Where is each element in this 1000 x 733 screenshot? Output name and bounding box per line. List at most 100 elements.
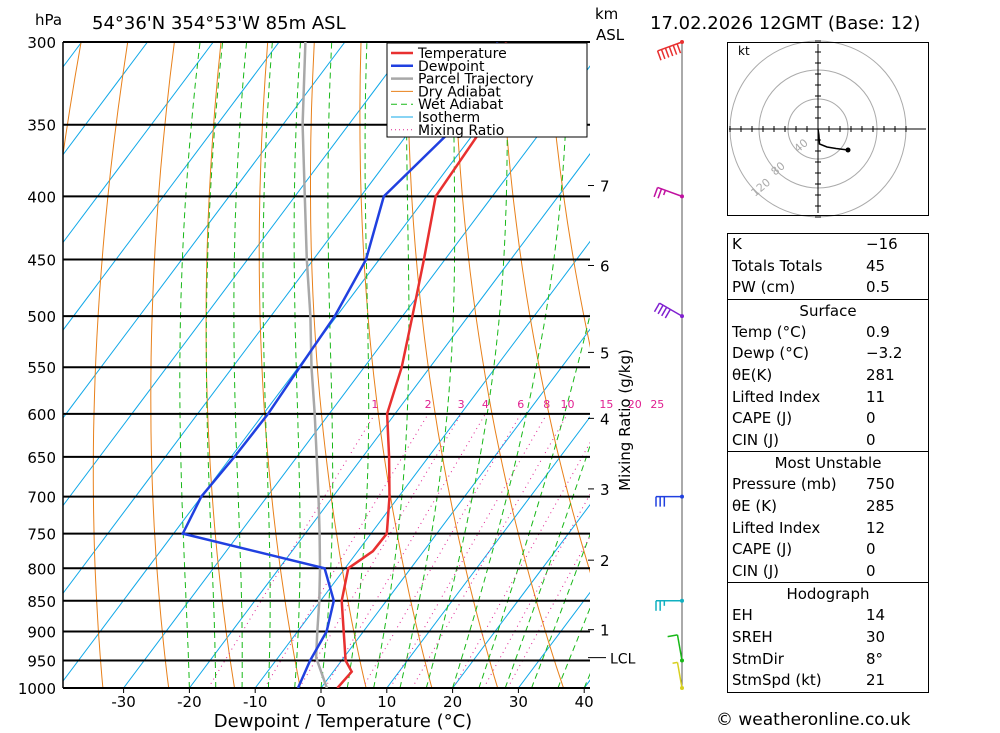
legend-box bbox=[386, 42, 588, 138]
mixing-ratio-label: 10 bbox=[561, 398, 575, 411]
wet-adiabat-line bbox=[205, 42, 224, 688]
legend-entry: Temperature bbox=[417, 46, 507, 62]
mu-theta-row: θE (K) 285 bbox=[732, 496, 895, 515]
pressure-tick-label: 350 bbox=[27, 117, 56, 135]
barb-dot bbox=[680, 598, 684, 603]
wet-adiabat-line bbox=[504, 444, 590, 688]
indices-table: K −16 Totals Totals 45 PW (cm) 0.5 Surface … bbox=[727, 233, 929, 693]
pressure-tick-label: 1000 bbox=[18, 680, 56, 698]
dewpoint-line bbox=[180, 42, 499, 688]
dry-adiabat-line bbox=[921, 42, 1000, 688]
wind-barbs bbox=[653, 40, 684, 690]
wind-barb bbox=[672, 661, 684, 690]
barb-feather bbox=[653, 187, 659, 198]
barb-feather bbox=[672, 44, 678, 55]
pressure-tick-label: 600 bbox=[27, 406, 56, 424]
axis-labels: 1 2 3 4 6 8 10 15 20 2530035040045050055060065070… bbox=[18, 34, 665, 711]
dry-adiabat-line bbox=[150, 42, 175, 688]
isotherm-line bbox=[63, 42, 412, 507]
surface-dewp-row: Dewp (°C) −3.2 bbox=[732, 344, 903, 363]
temperature-line bbox=[336, 42, 508, 688]
pressure-tick-label: 550 bbox=[27, 359, 56, 377]
pressure-tick-label: 700 bbox=[27, 489, 56, 507]
legend-entry: Wet Adiabat bbox=[418, 97, 504, 113]
hodograph-trace bbox=[817, 128, 849, 151]
x-tick-label: 10 bbox=[377, 693, 396, 711]
isotherm-line bbox=[63, 42, 477, 595]
isotherm-line bbox=[63, 42, 148, 156]
wind-barb bbox=[653, 302, 684, 319]
barb-feather bbox=[662, 190, 667, 196]
hodograph-box bbox=[727, 42, 929, 216]
datetime-title: 17.02.2026 12GMT (Base: 12) bbox=[650, 13, 920, 34]
dry-adiabat-line bbox=[258, 42, 301, 688]
stmdir-row: StmDir 8° bbox=[732, 649, 884, 668]
barb-feather bbox=[676, 43, 682, 54]
barb-shaft bbox=[676, 662, 683, 689]
wind-barb bbox=[667, 634, 684, 663]
x-tick-label: 0 bbox=[316, 693, 326, 711]
barb-dot bbox=[680, 314, 684, 319]
barb-feather bbox=[664, 47, 670, 58]
x-tick-label: 40 bbox=[575, 693, 594, 711]
km-tick-label: 2 bbox=[600, 552, 610, 570]
copyright-text[interactable]: © weatheronline.co.uk bbox=[716, 710, 911, 730]
mu-li-row: Lifted Index 12 bbox=[732, 518, 886, 537]
barb-dot bbox=[680, 658, 684, 663]
mixing-ratio-line bbox=[264, 413, 429, 688]
x-tick-label: -30 bbox=[111, 693, 136, 711]
barb-dot bbox=[680, 494, 684, 499]
pw-row: PW (cm) 0.5 bbox=[732, 278, 890, 297]
legend-entry: Parcel Trajectory bbox=[418, 72, 534, 88]
isotherm-line bbox=[452, 503, 590, 688]
pressure-tick-label: 650 bbox=[27, 449, 56, 467]
legend-entry: Dewpoint bbox=[418, 59, 485, 75]
location-title: 54°36'N 354°53'W 85m ASL bbox=[92, 13, 346, 34]
wind-barb bbox=[655, 598, 684, 611]
surface-temp-row: Temp (°C) 0.9 bbox=[732, 322, 890, 341]
wind-barb bbox=[655, 494, 684, 507]
dry-adiabat-line bbox=[967, 42, 1000, 688]
wet-adiabat-line bbox=[179, 42, 201, 688]
isobar-lines bbox=[62, 41, 606, 693]
asl-label: ASL bbox=[596, 26, 625, 44]
dry-adiabat-line bbox=[205, 42, 235, 688]
mixing-ratio-label: 8 bbox=[543, 398, 550, 411]
surface-li-row: Lifted Index 11 bbox=[732, 387, 886, 406]
barb-feather bbox=[660, 49, 666, 60]
totals-totals-row: Totals Totals 45 bbox=[732, 256, 886, 275]
eh-row: EH 14 bbox=[732, 606, 886, 625]
barb-feather bbox=[653, 302, 661, 313]
mixing-ratio-line bbox=[507, 535, 590, 688]
barb-dot bbox=[680, 40, 684, 44]
km-tick-label: 4 bbox=[600, 410, 610, 428]
isotherm-line bbox=[386, 416, 590, 688]
barb-feather bbox=[657, 188, 663, 199]
mixing-ratio-label: 2 bbox=[425, 398, 432, 411]
x-tick-label: 30 bbox=[509, 693, 528, 711]
mixing-ratio-label: 25 bbox=[650, 398, 664, 411]
barb-feather bbox=[668, 46, 674, 57]
mixing-ratio-label: 6 bbox=[517, 398, 524, 411]
isotherm-line bbox=[63, 42, 346, 419]
mixing-ratio-label: 15 bbox=[599, 398, 613, 411]
pressure-tick-label: 750 bbox=[27, 526, 56, 544]
x-tick-label: 20 bbox=[443, 693, 462, 711]
barb-feather bbox=[667, 634, 678, 638]
wet-adiabat-line bbox=[262, 42, 273, 688]
surface-cin-row: CIN (J) 0 bbox=[732, 430, 876, 449]
sreh-row: SREH 30 bbox=[732, 627, 886, 646]
pressure-tick-label: 800 bbox=[27, 560, 56, 578]
wind-barb bbox=[656, 40, 684, 61]
mixing-ratio-line bbox=[452, 441, 590, 688]
wet-adiabat-line bbox=[452, 42, 569, 688]
x-tick-label: -20 bbox=[177, 693, 202, 711]
parcel-trajectory-line bbox=[301, 42, 329, 688]
isotherm-line bbox=[320, 328, 590, 688]
surface-theta-row: θE(K) 281 bbox=[732, 365, 895, 384]
barb-feather bbox=[672, 661, 678, 665]
pressure-tick-label: 850 bbox=[27, 593, 56, 611]
wet-adiabat-line bbox=[233, 42, 248, 688]
km-tick-label: 6 bbox=[600, 257, 610, 275]
